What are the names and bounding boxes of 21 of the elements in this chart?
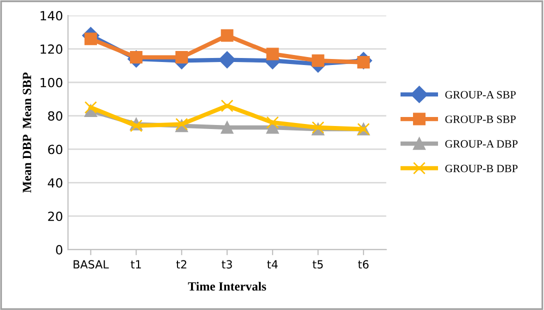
y-tick-label: 20 bbox=[48, 212, 62, 222]
y-tick-label: 80 bbox=[48, 111, 62, 121]
x-tick-label: t3 bbox=[222, 260, 232, 269]
y-tick-label: 100 bbox=[40, 78, 62, 88]
legend-label: GROUP-B SBP bbox=[445, 116, 516, 124]
y-tick-label: 60 bbox=[48, 144, 62, 154]
legend-label: GROUP-B DBP bbox=[445, 164, 518, 172]
y-tick-label: 40 bbox=[48, 178, 62, 188]
y-tick-label: 140 bbox=[40, 10, 62, 20]
legend-label: GROUP-A DBP bbox=[445, 140, 518, 148]
y-tick-label: 120 bbox=[40, 44, 62, 54]
x-tick-label: t4 bbox=[267, 260, 278, 268]
legend-label: GROUP-A SBP bbox=[445, 90, 516, 98]
x-tick-label: t2 bbox=[176, 260, 186, 268]
x-axis-title: Time Intervals bbox=[188, 282, 266, 291]
x-tick-label: t1 bbox=[130, 260, 141, 268]
x-tick-label: t6 bbox=[358, 260, 369, 269]
y-tick-label: 0 bbox=[56, 245, 62, 254]
x-tick-label: BASAL bbox=[74, 260, 109, 269]
x-tick-label: t5 bbox=[312, 260, 323, 269]
y-axis-title: Mean DBP Mean SBP bbox=[22, 72, 32, 193]
